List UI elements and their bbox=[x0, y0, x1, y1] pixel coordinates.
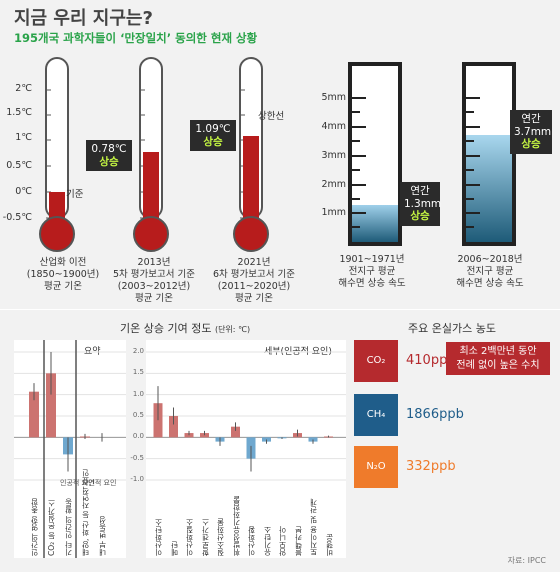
gas-badge-n2o: N₂O bbox=[354, 446, 398, 488]
scale-label: 1.5℃ bbox=[6, 107, 32, 118]
y-tick-label: -1.0 bbox=[130, 475, 144, 483]
detail-panel bbox=[146, 340, 346, 558]
summary-bar bbox=[46, 373, 56, 438]
scale-label: 0℃ bbox=[15, 186, 32, 197]
detail-category-label: 이산화탄소 bbox=[154, 518, 163, 557]
gas-badge-ch4: CH₄ bbox=[354, 394, 398, 436]
y-tick-label: 1.0 bbox=[132, 389, 144, 398]
detail-bar bbox=[153, 403, 163, 438]
detail-category-label: 메탄 bbox=[169, 541, 179, 556]
thermometer-2021 bbox=[233, 57, 269, 252]
y-tick-label: 1.5 bbox=[132, 368, 144, 377]
gas-title: 주요 온실가스 농도 bbox=[408, 322, 496, 335]
detail-category-label: 휘발성유기화합물 bbox=[231, 496, 241, 556]
gas-note: 최소 2백만년 동안 전례 없이 높은 수치 bbox=[446, 342, 550, 375]
source-note: 자료: IPCC bbox=[507, 556, 546, 565]
scale-label: -0.5℃ bbox=[2, 212, 32, 223]
thermometer-caption: 산업화 이전 (1850~1900년) 평균 기온 bbox=[26, 257, 100, 292]
scale-label: 2℃ bbox=[15, 83, 32, 94]
detail-bar bbox=[231, 426, 240, 438]
sea-level-caption: 1901~1971년 전지구 평균 해수면 상승 속도 bbox=[338, 254, 406, 289]
natural-factor-label: 자연적 요인 bbox=[82, 479, 117, 487]
thermometer-2013 bbox=[133, 57, 169, 252]
detail-category-label: 이산화질소 bbox=[185, 518, 194, 557]
sea-level-gauge-2006 bbox=[462, 62, 516, 246]
gas-value-ch4: 1866ppb bbox=[406, 407, 464, 422]
temperature-rise-badge: 0.78℃ 상승 bbox=[86, 140, 132, 172]
detail-category-label: 할로겐가스 bbox=[200, 518, 210, 557]
summary-category-label: CO₂ 등 온실가스 bbox=[47, 499, 56, 556]
thermometer-pre-industrial bbox=[39, 57, 75, 252]
sea-level-gauge-1901 bbox=[348, 62, 402, 246]
summary-bar bbox=[29, 391, 39, 438]
contribution-title: 기온 상승 기여 정도 (단위: ℃) bbox=[120, 322, 251, 335]
page-subtitle: 195개국 과학자들이 ‘만장일치’ 동의한 현재 상황 bbox=[14, 31, 258, 45]
y-tick-label: -0.5 bbox=[130, 453, 144, 462]
summary-category-label: 태양, 화산 등 자연적 요인 bbox=[81, 469, 90, 556]
sea-rise-badge: 연간 3.7mm 상승 bbox=[510, 110, 552, 154]
detail-category-label: 유기탄소 bbox=[262, 526, 272, 556]
summary-category-label: 내부 변동성 bbox=[98, 516, 107, 556]
contribution-chart bbox=[14, 340, 346, 558]
detail-category-label: 토지이용 및 관개 bbox=[309, 498, 318, 556]
thermometer-caption: 2013년 5차 평가보고서 기준 (2003~2012년) 평균 기온 bbox=[112, 257, 195, 304]
summary-category-label: 기타 인간의 활동 bbox=[64, 498, 73, 556]
detail-category-label: 블랙카본 bbox=[293, 526, 303, 556]
sea-level-caption: 2006~2018년 전지구 평균 해수면 상승 속도 bbox=[456, 254, 524, 289]
y-tick-label: 2.0 bbox=[132, 347, 144, 355]
gas-value-n2o: 332ppb bbox=[406, 459, 456, 474]
detail-bar bbox=[169, 416, 178, 438]
baseline-label: 기준 bbox=[66, 189, 84, 200]
human-factor-label: 인공적 요인 bbox=[60, 479, 95, 487]
section-divider bbox=[0, 309, 560, 310]
scale-label: 1℃ bbox=[15, 132, 32, 143]
gas-badge-co2: CO₂ bbox=[354, 340, 398, 382]
detail-category-label: 이산화황 bbox=[247, 526, 256, 556]
scale-label: 0.5℃ bbox=[6, 160, 32, 171]
upper-limit-label: 상한선 bbox=[258, 111, 285, 122]
sea-rise-badge: 연간 1.3mm 상승 bbox=[400, 182, 441, 226]
detail-category-label: 암모니아 bbox=[278, 526, 287, 556]
y-tick-label: 0.0 bbox=[132, 432, 144, 441]
thermometer-caption: 2021년 6차 평가보고서 기준 (2011~2020년) 평균 기온 bbox=[212, 257, 295, 304]
temperature-rise-badge: 1.09℃ 상승 bbox=[190, 120, 236, 152]
page-title: 지금 우리 지구는? bbox=[14, 8, 153, 29]
detail-category-label: 비행운 bbox=[324, 533, 334, 557]
summary-category-label: 인간의 영향 총합 bbox=[30, 498, 39, 556]
detail-category-label: 질소산화물 bbox=[216, 518, 225, 557]
y-tick-label: 0.5 bbox=[132, 411, 144, 419]
